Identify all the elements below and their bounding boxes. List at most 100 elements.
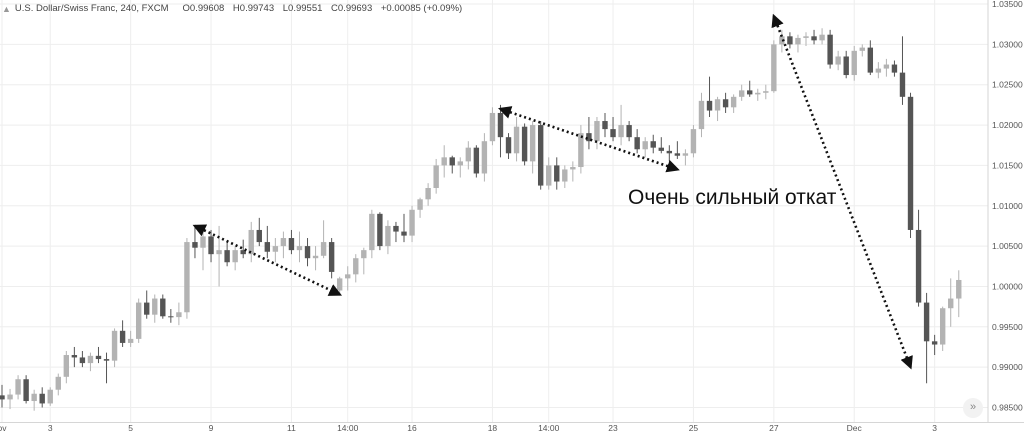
chevron-up-icon[interactable]: ▲ bbox=[2, 3, 11, 14]
candle-body bbox=[144, 302, 150, 315]
candle-body bbox=[232, 250, 238, 263]
candle-body bbox=[513, 126, 520, 154]
candle-body bbox=[843, 56, 849, 76]
candle-body bbox=[312, 255, 319, 259]
candle-body bbox=[521, 126, 528, 162]
candle-body bbox=[168, 316, 174, 318]
candle-body bbox=[361, 250, 367, 259]
candle-body bbox=[891, 64, 898, 73]
candle-body bbox=[216, 250, 222, 255]
candle-body bbox=[320, 242, 327, 256]
candle-body bbox=[497, 112, 504, 138]
candle-body bbox=[55, 376, 61, 390]
candle-body bbox=[473, 147, 480, 174]
time-tick-label: 11 bbox=[287, 423, 296, 433]
candle-body bbox=[23, 379, 29, 402]
symbol-title[interactable]: U.S. Dollar/Swiss Franc, 240, FXCM bbox=[14, 3, 169, 14]
candle-body bbox=[224, 250, 230, 263]
candle-body bbox=[39, 393, 45, 404]
candle-body bbox=[63, 355, 70, 377]
candle-body bbox=[256, 229, 262, 243]
candle-body bbox=[948, 298, 954, 309]
candle-body bbox=[819, 34, 825, 41]
candle-body bbox=[875, 68, 882, 73]
candle-body bbox=[658, 147, 664, 151]
time-tick-label: 9 bbox=[209, 423, 214, 433]
time-tick-label: 3 bbox=[48, 423, 53, 433]
time-tick-label: 27 bbox=[769, 423, 779, 433]
candle-body bbox=[385, 225, 391, 247]
candle-body bbox=[505, 137, 512, 154]
candle-body bbox=[738, 90, 745, 97]
time-tick-label: Dec bbox=[847, 423, 863, 433]
candle-body bbox=[795, 37, 801, 45]
candle-body bbox=[682, 153, 689, 156]
candle-body bbox=[369, 213, 375, 251]
dotted-double-arrow bbox=[498, 106, 680, 173]
candle-body bbox=[288, 238, 295, 251]
candle-body bbox=[859, 47, 865, 51]
price-axis[interactable]: 0.98500 0.99000 0.99500 1.00000 1.00500 1.010… bbox=[992, 0, 1023, 412]
candle-body bbox=[706, 100, 713, 111]
candle-body bbox=[570, 167, 576, 170]
candle-body bbox=[31, 393, 37, 402]
price-tick-label: 1.01500 bbox=[992, 160, 1023, 170]
price-tick-label: 1.00500 bbox=[992, 241, 1023, 251]
candle-body bbox=[457, 161, 463, 166]
candle-body bbox=[714, 99, 721, 111]
candle-body bbox=[433, 165, 439, 189]
candle-body bbox=[827, 34, 833, 65]
candle-body bbox=[883, 64, 890, 69]
candle-body bbox=[47, 389, 53, 404]
legend-header: ▲ U.S. Dollar/Swiss Franc, 240, FXCM O0.… bbox=[2, 3, 468, 14]
candle-body bbox=[248, 229, 254, 255]
time-tick-label: 5 bbox=[128, 423, 133, 433]
candle-body bbox=[763, 91, 769, 93]
candle-body bbox=[377, 213, 383, 247]
candle-body bbox=[835, 56, 841, 65]
candle-body bbox=[176, 312, 182, 318]
price-tick-label: 1.02500 bbox=[992, 80, 1023, 90]
candle-body bbox=[409, 209, 415, 236]
candle-body bbox=[602, 121, 608, 130]
candle-body bbox=[730, 96, 737, 108]
candle-body bbox=[280, 238, 287, 247]
price-tick-label: 1.03500 bbox=[992, 0, 1023, 9]
price-tick-label: 1.00000 bbox=[992, 281, 1023, 291]
double-chevron-right-icon[interactable]: » bbox=[963, 398, 983, 418]
candle-body bbox=[771, 44, 777, 92]
candle-body bbox=[554, 165, 560, 182]
candle-body bbox=[907, 96, 914, 230]
dotted-double-arrow bbox=[192, 224, 343, 296]
time-axis[interactable]: ov 3 5 9 11 14:00 16 18 14:00 23 25 27 Dec 3 bbox=[0, 423, 937, 433]
price-tick-label: 0.98500 bbox=[992, 402, 1023, 412]
candle-body bbox=[304, 246, 311, 259]
candle-body bbox=[425, 188, 431, 200]
price-tick-label: 1.03000 bbox=[992, 39, 1023, 49]
candle-body bbox=[787, 36, 793, 45]
price-tick-label: 1.02000 bbox=[992, 120, 1023, 130]
candle-body bbox=[353, 258, 359, 275]
candle-body bbox=[465, 147, 472, 162]
price-tick-label: 0.99000 bbox=[992, 362, 1023, 372]
open-value: O0.99608 bbox=[182, 3, 225, 14]
candle-body bbox=[200, 236, 206, 248]
candle-body bbox=[698, 100, 705, 130]
candle-body bbox=[481, 141, 488, 174]
price-tick-label: 0.99500 bbox=[992, 322, 1023, 332]
time-tick-label: 23 bbox=[608, 423, 618, 433]
candles bbox=[0, 28, 962, 411]
candle-body bbox=[562, 169, 568, 182]
candle-body bbox=[529, 125, 536, 162]
candle-body bbox=[135, 302, 142, 339]
candle-body bbox=[915, 229, 922, 303]
time-tick-label: 25 bbox=[689, 423, 699, 433]
candle-body bbox=[939, 308, 946, 345]
candle-body bbox=[79, 357, 86, 364]
candle-body bbox=[489, 112, 496, 142]
candle-body bbox=[546, 165, 552, 186]
close-value: C0.99693 bbox=[331, 3, 373, 14]
price-tick-label: 1.01000 bbox=[992, 201, 1023, 211]
candle-body bbox=[103, 359, 110, 361]
